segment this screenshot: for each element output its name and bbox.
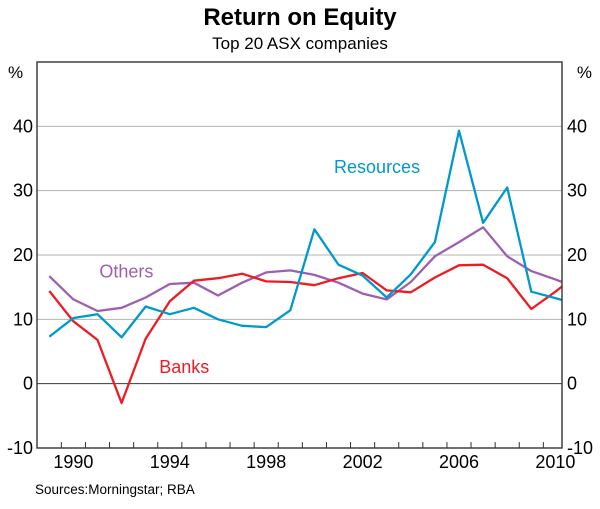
y-axis-unit-right: % xyxy=(576,63,592,82)
series-label-resources: Resources xyxy=(334,157,420,177)
y-tick-label-right: 40 xyxy=(567,116,587,136)
y-tick-label-right: 0 xyxy=(567,374,577,394)
y-tick-label-right: 10 xyxy=(567,309,587,329)
y-tick-label-left: 40 xyxy=(13,116,33,136)
x-tick-label: 1990 xyxy=(53,452,93,472)
series-line-banks xyxy=(48,263,563,405)
chart-subtitle: Top 20 ASX companies xyxy=(212,34,388,53)
x-tick-label: 1998 xyxy=(246,452,286,472)
series-line-resources xyxy=(48,129,563,339)
series-label-others: Others xyxy=(99,262,153,282)
y-tick-label-right: 30 xyxy=(567,181,587,201)
y-tick-label-left: -10 xyxy=(7,438,33,458)
y-tick-label-right: -10 xyxy=(567,438,593,458)
chart-title: Return on Equity xyxy=(203,4,397,31)
y-tick-label-left: 20 xyxy=(13,245,33,265)
series-label-banks: Banks xyxy=(159,357,209,377)
y-axis-unit-left: % xyxy=(8,63,24,82)
x-tick-label: 2006 xyxy=(439,452,479,472)
x-tick-label: 1994 xyxy=(150,452,190,472)
plot-frame xyxy=(36,61,563,449)
y-tick-label-left: 0 xyxy=(23,374,33,394)
y-tick-label-left: 10 xyxy=(13,309,33,329)
y-tick-label-left: 30 xyxy=(13,181,33,201)
x-tick-label: 2010 xyxy=(535,452,575,472)
x-tick-label: 2002 xyxy=(343,452,383,472)
series-line-others xyxy=(48,226,563,313)
y-tick-label-right: 20 xyxy=(567,245,587,265)
source-note: Sources:Morningstar; RBA xyxy=(35,482,195,497)
